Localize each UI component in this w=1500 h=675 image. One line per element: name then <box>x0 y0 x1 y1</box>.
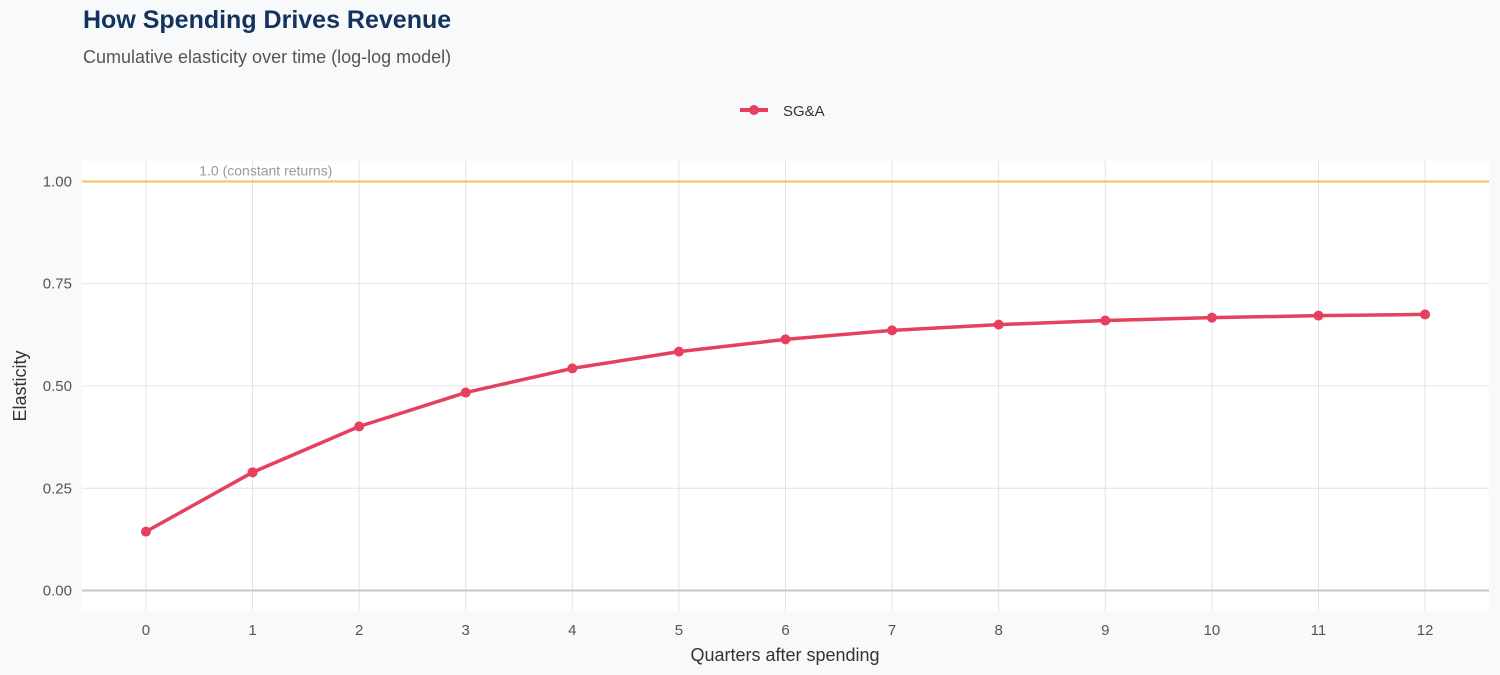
data-point <box>1313 310 1324 321</box>
legend-label: SG&A <box>783 103 825 120</box>
data-point <box>140 526 151 537</box>
x-tick-label: 2 <box>355 622 363 639</box>
x-tick-label: 11 <box>1311 622 1327 639</box>
data-point <box>1420 309 1431 320</box>
x-tick-label: 7 <box>888 622 896 639</box>
chart-subtitle: Cumulative elasticity over time (log-log… <box>83 47 452 67</box>
data-point <box>673 346 684 357</box>
y-tick-label: 0.00 <box>43 583 72 600</box>
y-tick-label: 0.50 <box>43 378 72 395</box>
y-tick-label: 1.00 <box>43 173 72 190</box>
x-tick-label: 1 <box>248 622 256 639</box>
x-tick-label: 3 <box>462 622 470 639</box>
y-axis-label: Elasticity <box>10 350 30 421</box>
data-point <box>247 467 258 478</box>
data-point <box>567 363 578 374</box>
legend: SG&A <box>740 103 825 120</box>
data-point <box>1100 315 1111 326</box>
data-point <box>887 325 898 336</box>
data-point <box>460 387 471 398</box>
x-tick-label: 0 <box>142 622 150 639</box>
y-tick-label: 0.25 <box>43 480 72 497</box>
data-point <box>993 319 1004 330</box>
x-tick-label: 8 <box>995 622 1003 639</box>
x-tick-label: 9 <box>1101 622 1109 639</box>
x-tick-label: 10 <box>1204 622 1221 639</box>
x-axis-label: Quarters after spending <box>690 645 879 665</box>
legend-swatch-point <box>749 105 759 115</box>
x-tick-label: 12 <box>1417 622 1434 639</box>
data-point <box>354 421 365 432</box>
x-tick-label: 4 <box>568 622 576 639</box>
reference-line-label: 1.0 (constant returns) <box>199 162 332 178</box>
data-point <box>1206 312 1217 323</box>
chart-title: How Spending Drives Revenue <box>83 6 452 34</box>
y-tick-label: 0.75 <box>43 276 72 293</box>
x-tick-label: 5 <box>675 622 683 639</box>
data-point <box>780 334 791 345</box>
x-tick-label: 6 <box>781 622 789 639</box>
